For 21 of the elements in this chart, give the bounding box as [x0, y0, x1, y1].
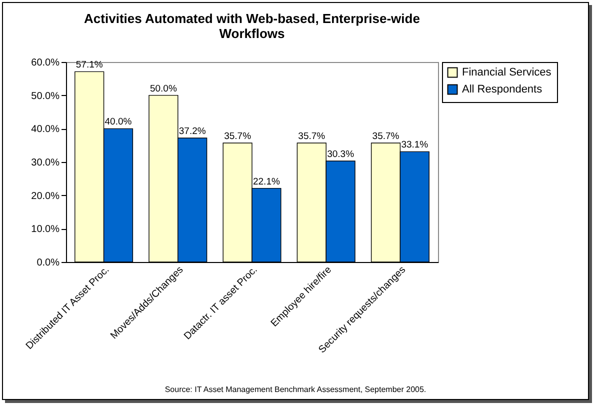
data-label: 33.1%	[401, 140, 429, 151]
y-tick-label: 30.0%	[31, 158, 60, 168]
data-label: 50.0%	[150, 83, 178, 94]
legend-label: Financial Services	[462, 66, 552, 78]
y-tick-label: 0.0%	[36, 258, 60, 268]
data-label: 57.1%	[76, 60, 104, 71]
y-tick-label: 50.0%	[31, 90, 60, 102]
data-label: 35.7%	[224, 131, 252, 142]
data-label: 35.7%	[298, 131, 326, 142]
legend-label: All Respondents	[462, 84, 543, 96]
y-tick-label: 40.0%	[31, 124, 60, 136]
y-tick-label: 60.0%	[31, 58, 60, 68]
y-tick-label: 10.0%	[31, 224, 60, 236]
data-label: 37.2%	[178, 126, 206, 137]
data-label: 40.0%	[104, 116, 132, 128]
data-label: 35.7%	[372, 131, 400, 142]
y-tick-label: 20.0%	[31, 190, 60, 202]
data-label: 30.3%	[327, 149, 355, 160]
chart-title: Activities Automated with Web-based, Enterprise-wide Workflows	[84, 11, 420, 41]
data-label: 22.1%	[252, 176, 280, 188]
source-note: Source: IT Asset Management Benchmark Assessment, September 2005.	[164, 385, 428, 394]
